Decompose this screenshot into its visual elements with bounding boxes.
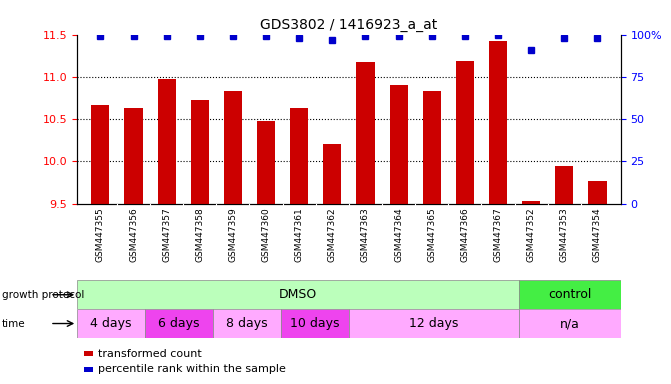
Bar (323, 144, 342, 204)
Text: GSM447354: GSM447354 (593, 207, 602, 262)
Bar (390, 85, 408, 204)
Bar (522, 201, 540, 204)
Text: GSM447360: GSM447360 (262, 207, 270, 262)
Text: control: control (548, 288, 591, 301)
Bar (257, 121, 275, 204)
Text: growth protocol: growth protocol (2, 290, 85, 300)
Text: GSM447355: GSM447355 (96, 207, 105, 262)
Bar (290, 108, 308, 204)
Text: GSM447364: GSM447364 (394, 207, 403, 262)
Bar (191, 101, 209, 204)
Text: GSM447353: GSM447353 (560, 207, 569, 262)
Text: GSM447352: GSM447352 (527, 207, 535, 262)
Text: GSM447365: GSM447365 (427, 207, 436, 262)
Text: GSM447359: GSM447359 (228, 207, 238, 262)
Text: DMSO: DMSO (279, 288, 317, 301)
Bar (145, 309, 213, 338)
Text: GSM447362: GSM447362 (328, 207, 337, 262)
Text: GSM447357: GSM447357 (162, 207, 171, 262)
Text: GSM447363: GSM447363 (361, 207, 370, 262)
Bar (349, 309, 519, 338)
Text: GSM447367: GSM447367 (494, 207, 503, 262)
Bar (224, 91, 242, 204)
Bar (124, 108, 143, 204)
Bar (281, 309, 349, 338)
Bar (158, 79, 176, 204)
Bar (356, 63, 374, 204)
Bar (588, 181, 607, 204)
Text: GSM447366: GSM447366 (460, 207, 470, 262)
Text: 10 days: 10 days (290, 317, 340, 330)
Text: 8 days: 8 days (226, 317, 268, 330)
Bar (91, 105, 109, 204)
Bar (555, 166, 574, 204)
Bar (423, 91, 441, 204)
Text: GSM447356: GSM447356 (129, 207, 138, 262)
Text: n/a: n/a (560, 317, 580, 330)
Text: 4 days: 4 days (91, 317, 132, 330)
Bar (456, 61, 474, 204)
Text: transformed count: transformed count (98, 349, 202, 359)
Bar (519, 280, 621, 309)
Text: percentile rank within the sample: percentile rank within the sample (98, 364, 286, 374)
Title: GDS3802 / 1416923_a_at: GDS3802 / 1416923_a_at (260, 18, 437, 32)
Text: 12 days: 12 days (409, 317, 458, 330)
Text: GSM447358: GSM447358 (195, 207, 204, 262)
Bar (77, 309, 145, 338)
Text: GSM447361: GSM447361 (295, 207, 304, 262)
Bar (213, 309, 281, 338)
Bar (77, 280, 519, 309)
Bar (489, 41, 507, 204)
Text: 6 days: 6 days (158, 317, 200, 330)
Bar (519, 309, 621, 338)
Text: time: time (2, 318, 25, 329)
